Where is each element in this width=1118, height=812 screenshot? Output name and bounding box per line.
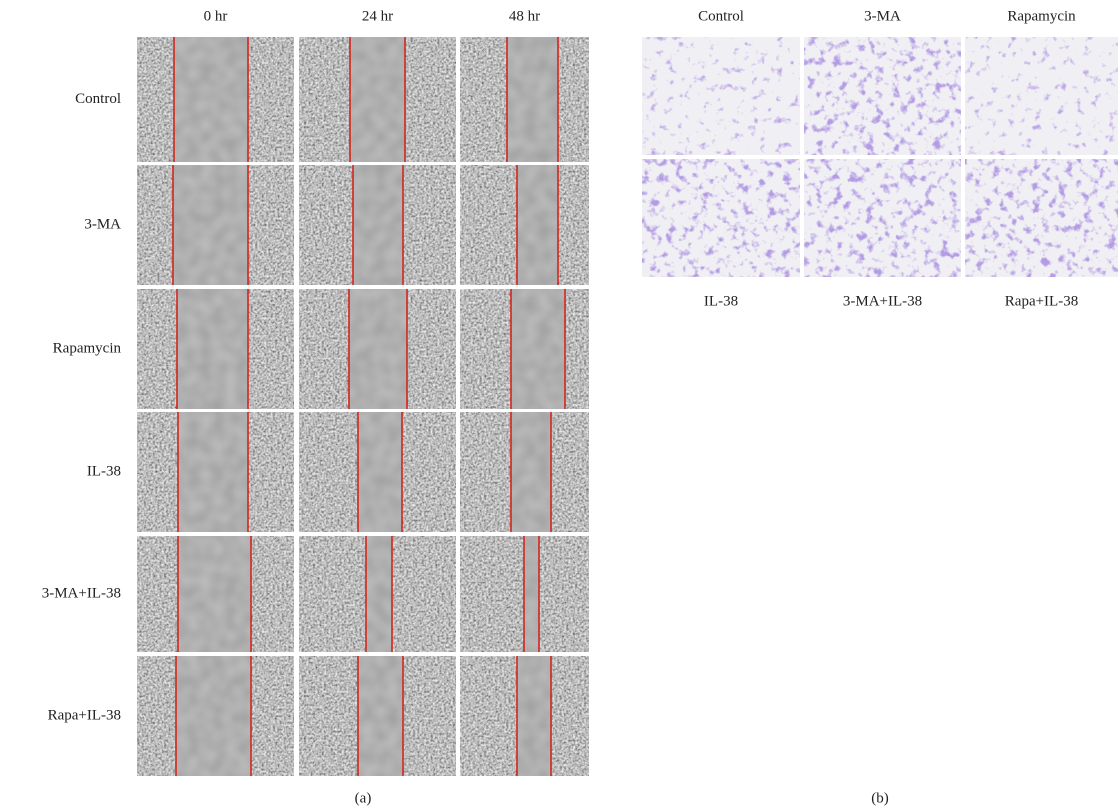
row-label: 3-MA <box>84 216 121 232</box>
wound-gap <box>349 289 407 409</box>
figure: 0 hr 24 hr 48 hr Control 3-MA Rapamycin IL-38 3… <box>0 0 1118 812</box>
top-label: Rapamycin <box>1007 8 1076 24</box>
stained-cells <box>804 159 961 277</box>
stained-cells <box>804 37 961 155</box>
wound-gap <box>511 412 551 532</box>
wound-gap <box>358 656 403 776</box>
stained-cells <box>965 159 1118 277</box>
column-header: 48 hr <box>509 8 540 24</box>
panel-caption: (a) <box>355 790 372 806</box>
wound-gap <box>517 656 551 776</box>
stained-cells <box>965 37 1118 155</box>
panel-caption: (b) <box>871 790 889 806</box>
bottom-label: IL-38 <box>704 293 738 309</box>
stained-cells <box>642 159 800 277</box>
wound-gap <box>350 37 405 162</box>
wound-gap <box>517 165 558 285</box>
wound-gap <box>366 536 392 652</box>
wound-gap <box>507 37 558 162</box>
column-header: 24 hr <box>362 8 393 24</box>
row-label: Rapamycin <box>53 340 122 356</box>
wound-gap <box>176 656 251 776</box>
row-label: 3-MA+IL-38 <box>42 585 121 601</box>
wound-gap <box>177 289 248 409</box>
stained-cells <box>642 37 800 155</box>
wound-gap <box>178 412 248 532</box>
row-label: Rapa+IL-38 <box>48 707 121 723</box>
top-label: 3-MA <box>864 8 901 24</box>
wound-gap <box>511 289 565 409</box>
row-label: Control <box>75 91 121 107</box>
wound-gap <box>524 536 539 652</box>
wound-gap <box>178 536 251 652</box>
column-header: 0 hr <box>204 8 228 24</box>
wound-gap <box>174 37 248 162</box>
bottom-label: Rapa+IL-38 <box>1005 293 1078 309</box>
wound-gap <box>353 165 403 285</box>
bottom-label: 3-MA+IL-38 <box>843 293 922 309</box>
wound-gap <box>358 412 402 532</box>
wound-gap <box>173 165 248 285</box>
top-label: Control <box>698 8 744 24</box>
row-label: IL-38 <box>87 463 121 479</box>
